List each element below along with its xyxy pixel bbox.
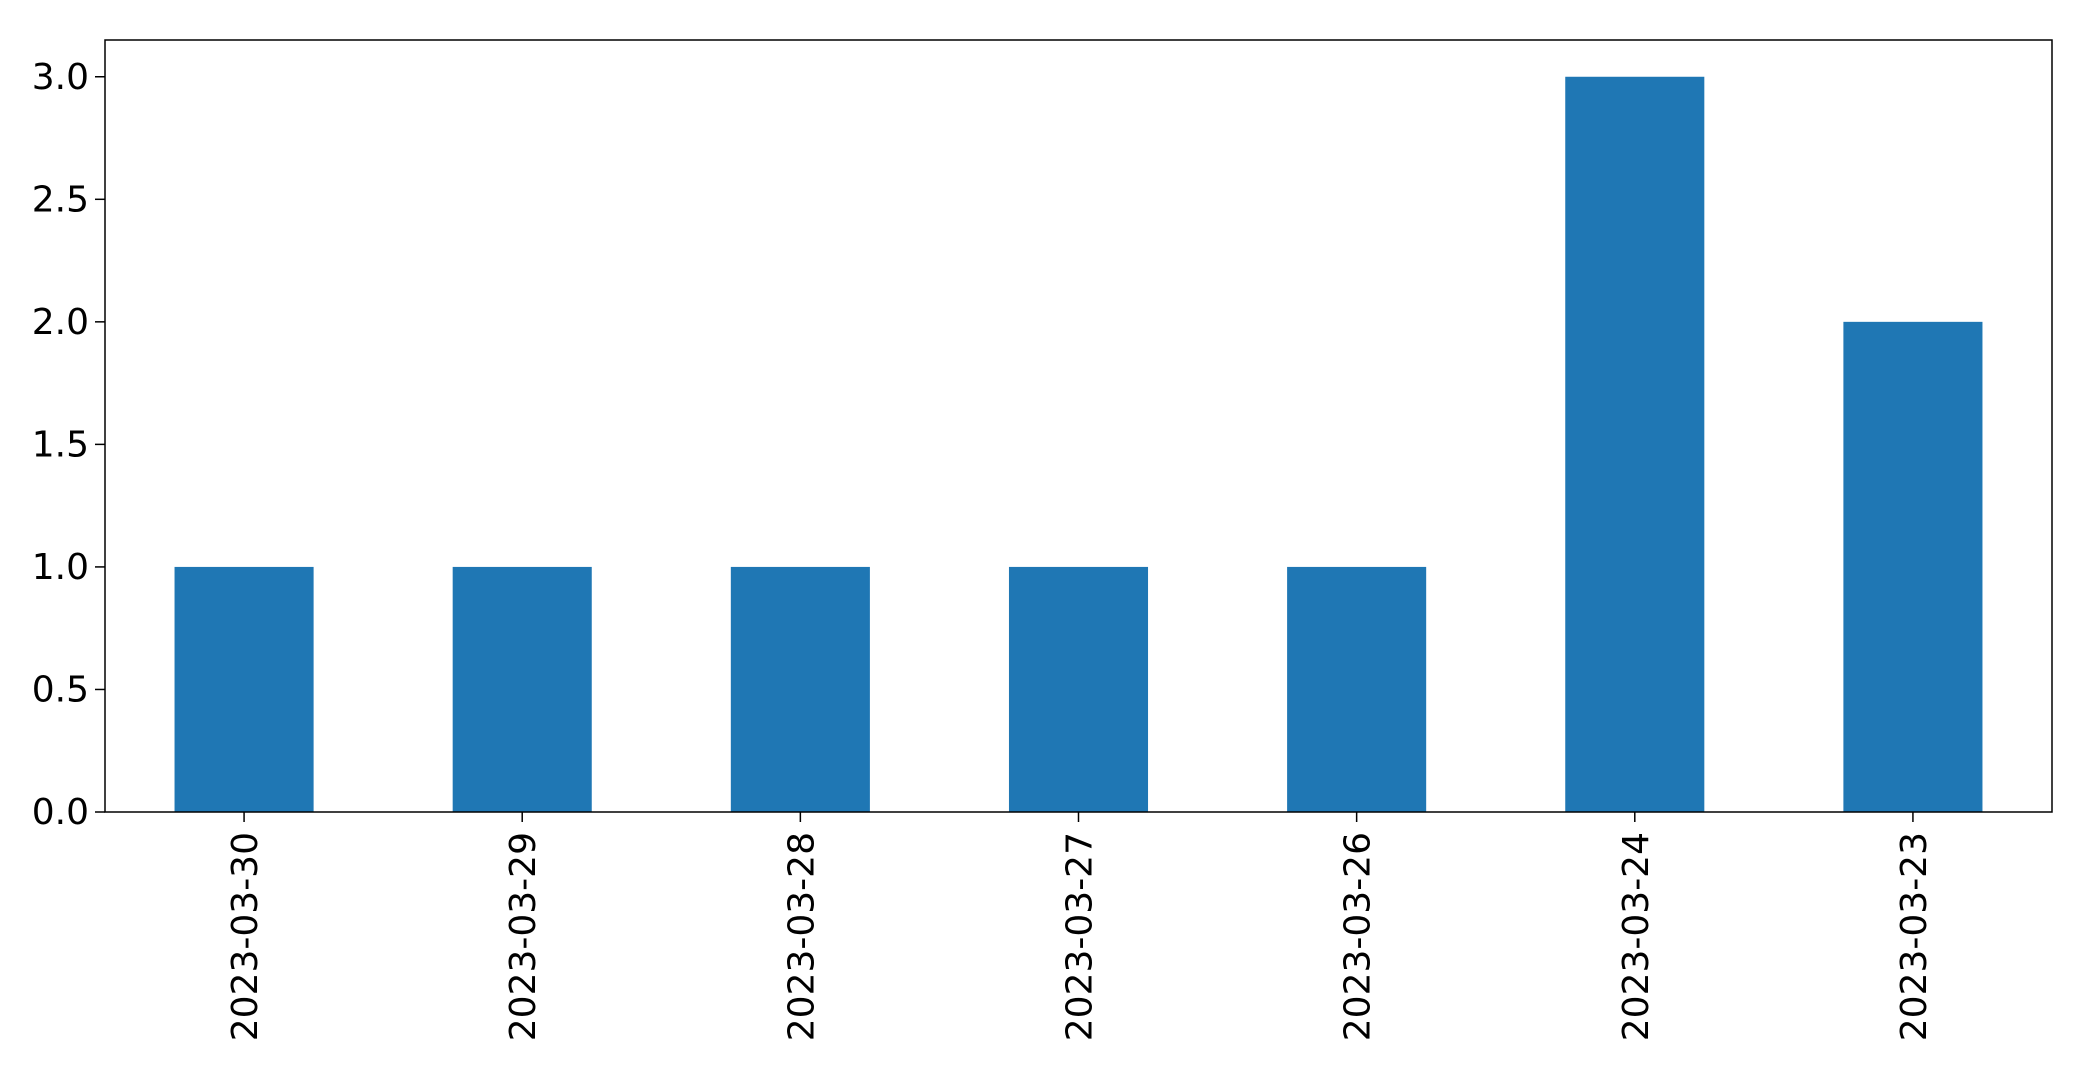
y-tick-label: 1.5: [32, 424, 89, 465]
y-tick-label: 2.5: [32, 179, 89, 220]
x-tick-label: 2023-03-26: [1338, 832, 1379, 1041]
x-tick-label: 2023-03-23: [1894, 832, 1935, 1041]
bar-2023-03-27: [1008, 566, 1149, 812]
x-tick-label: 2023-03-28: [781, 832, 822, 1041]
bar-2023-03-30: [174, 566, 314, 812]
bar-2023-03-24: [1565, 76, 1705, 812]
x-tick-label: 2023-03-30: [225, 832, 266, 1041]
y-tick-label: 0.0: [32, 792, 89, 833]
bar-2023-03-29: [452, 566, 592, 812]
y-tick-label: 2.0: [32, 302, 89, 343]
bars-layer: [174, 76, 1983, 812]
y-tick-label: 3.0: [32, 57, 89, 98]
x-tick-label: 2023-03-27: [1060, 832, 1101, 1041]
y-tick-label: 0.5: [32, 669, 89, 710]
bar-2023-03-23: [1843, 321, 1983, 812]
y-tick-label: 1.0: [32, 547, 89, 588]
y-axis-ticks: 0.0 0.5 1.0 1.5 2.0 2.5 3.0: [32, 57, 105, 833]
x-axis-ticks: 2023-03-30 2023-03-29 2023-03-28 2023-03-27…: [225, 812, 1935, 1041]
bar-2023-03-26: [1287, 566, 1427, 812]
x-tick-label: 2023-03-24: [1616, 832, 1657, 1041]
plot-frame: [104, 39, 2053, 813]
bar-2023-03-28: [730, 566, 870, 812]
x-tick-label: 2023-03-29: [503, 832, 544, 1041]
